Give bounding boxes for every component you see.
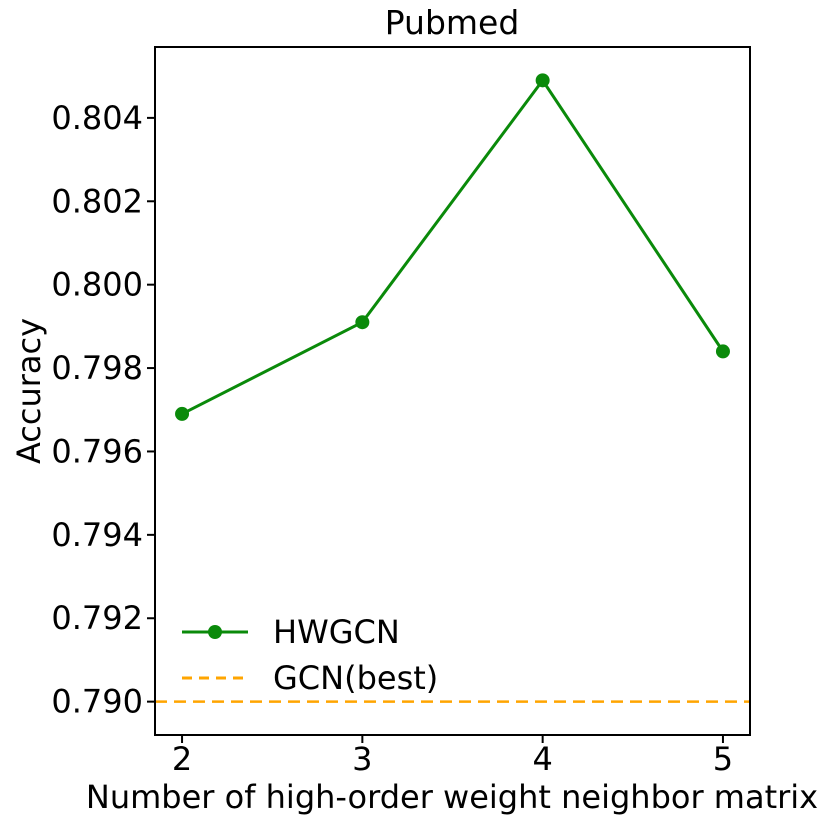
legend: HWGCN GCN(best) xyxy=(182,613,438,697)
y-tick-label: 0.796 xyxy=(51,432,143,470)
legend-label-hwgcn: HWGCN xyxy=(273,613,400,651)
x-tick-label: 3 xyxy=(352,740,372,778)
y-tick-label: 0.794 xyxy=(51,516,143,554)
x-axis-label: Number of high-order weight neighbor mat… xyxy=(86,778,818,816)
hwgcn-data-point xyxy=(535,73,550,88)
y-tick-label: 0.798 xyxy=(51,349,143,387)
legend-hwgcn-marker-icon xyxy=(208,625,222,639)
y-tick-label: 0.802 xyxy=(51,182,143,220)
x-tick-label: 2 xyxy=(172,740,192,778)
plot-area xyxy=(155,47,750,735)
axis-ticks-group: 0.790 0.792 0.794 0.796 0.798 0.800 0.802 0.804… xyxy=(51,99,733,778)
x-tick-label: 4 xyxy=(532,740,552,778)
legend-label-gcn-best: GCN(best) xyxy=(273,659,438,697)
y-tick-label: 0.792 xyxy=(51,599,143,637)
hwgcn-data-point xyxy=(715,344,730,359)
hwgcn-data-point xyxy=(175,406,190,421)
plot-border xyxy=(154,46,751,736)
y-tick-label: 0.800 xyxy=(51,266,143,304)
x-tick-label: 5 xyxy=(713,740,733,778)
series-group xyxy=(155,73,750,703)
hwgcn-data-point xyxy=(355,315,370,330)
y-axis-label: Accuracy xyxy=(10,318,48,464)
y-tick-label: 0.790 xyxy=(51,683,143,721)
y-tick-label: 0.804 xyxy=(51,99,143,137)
hwgcn-series-line xyxy=(181,77,725,416)
chart-title: Pubmed xyxy=(385,3,520,42)
